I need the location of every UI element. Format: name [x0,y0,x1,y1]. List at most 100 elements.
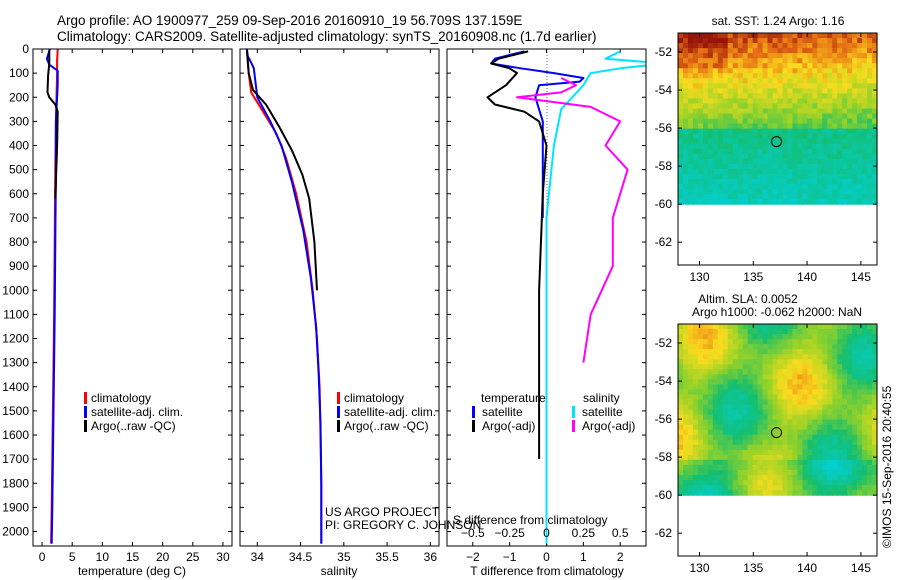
heatmap-cell [842,83,848,89]
heatmap-cell [767,63,774,69]
heatmap-cell [712,369,719,375]
heatmap-cell [787,480,794,486]
heatmap-cell [717,490,724,496]
heatmap-cell [857,454,863,461]
heatmap-cell [832,329,838,335]
x-tick-label: 34.5 [289,550,313,564]
heatmap-cell [832,399,838,406]
heatmap-cell [792,354,798,360]
heatmap-cell [802,108,808,115]
heatmap-cell [832,475,838,481]
heatmap-cell [752,364,759,370]
heatmap-cell [792,464,798,471]
heatmap-cell [812,63,818,69]
heatmap-cell [767,148,774,155]
heatmap-cell [777,394,784,401]
heatmap-cell [827,459,833,466]
heatmap-cell [762,53,769,59]
heatmap-cell [742,344,749,350]
heatmap-cell [737,434,744,441]
heatmap-cell [777,58,784,64]
heatmap-cell [842,113,848,120]
heatmap-cell [852,158,858,165]
heatmap-cell [717,73,724,79]
heatmap-cell [737,359,744,365]
heatmap-cell [682,83,689,89]
heatmap-cell [827,133,833,140]
heatmap-cell [862,469,868,476]
heatmap-cell [687,399,694,406]
sla-map-title-1: Altim. SLA: 0.0052 [698,292,798,306]
heatmap-cell [802,399,808,406]
heatmap-cell [678,389,684,396]
heatmap-cell [678,439,684,446]
heatmap-cell [752,490,759,496]
heatmap-cell [702,133,709,140]
heatmap-cell [702,178,709,185]
heatmap-cell [747,48,754,54]
heatmap-cell [857,199,863,205]
heatmap-cell [822,83,828,89]
heatmap-cell [867,128,873,135]
heatmap-cell [752,194,759,200]
heatmap-cell [777,389,784,396]
heatmap-cell [827,439,833,446]
heatmap-cell [792,68,798,74]
heatmap-cell [687,48,694,54]
heatmap-cell [797,63,803,69]
heatmap-cell [792,138,798,145]
heatmap-cell [807,43,813,49]
heatmap-cell [752,329,759,335]
heatmap-cell [707,469,714,476]
heatmap-cell [727,153,734,160]
heatmap-cell [682,78,689,84]
x-tick-label: 0 [543,550,550,564]
heatmap-cell [797,163,803,170]
heatmap-cell [847,178,853,185]
heatmap-cell [787,459,794,466]
heatmap-cell [692,444,699,451]
heatmap-cell [772,339,779,345]
heatmap-cell [787,123,794,130]
heatmap-cell [707,359,714,365]
heatmap-cell [727,464,734,471]
heatmap-cell [767,113,774,120]
heatmap-cell [682,364,689,370]
heatmap-cell [742,369,749,375]
heatmap-cell [717,199,724,205]
heatmap-cell [827,63,833,69]
heatmap-cell [737,485,744,491]
heatmap-cell [807,118,813,125]
heatmap-cell [752,43,759,49]
heatmap-cell [872,409,878,416]
heatmap-cell [692,93,699,100]
heatmap-cell [707,344,714,350]
heatmap-cell [717,449,724,456]
heatmap-cell [852,459,858,466]
heatmap-cell [782,404,789,411]
heatmap-cell [867,153,873,160]
heatmap-cell [702,118,709,125]
heatmap-cell [767,98,774,105]
heatmap-cell [702,108,709,115]
heatmap-cell [732,118,739,125]
heatmap-cell [687,429,694,436]
heatmap-cell [857,394,863,401]
heatmap-cell [792,63,798,69]
heatmap-cell [747,349,754,355]
heatmap-cell [727,434,734,441]
heatmap-cell [852,475,858,481]
heatmap-cell [757,98,764,105]
heatmap-cell [832,88,838,94]
heatmap-cell [692,369,699,375]
heatmap-cell [782,384,789,391]
heatmap-cell [822,53,828,59]
heatmap-cell [817,128,823,135]
heatmap-cell [872,490,878,496]
heatmap-cell [872,354,878,360]
heatmap-cell [802,133,808,140]
heatmap-cell [757,344,764,350]
heatmap-cell [727,439,734,446]
heatmap-cell [777,469,784,476]
heatmap-cell [827,53,833,59]
